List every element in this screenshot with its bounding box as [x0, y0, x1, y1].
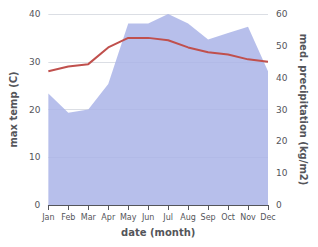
svg-text:Feb: Feb: [61, 213, 75, 222]
svg-text:10: 10: [276, 168, 288, 178]
svg-text:Apr: Apr: [101, 213, 116, 222]
svg-text:30: 30: [276, 105, 288, 115]
svg-text:max temp (C): max temp (C): [8, 71, 19, 147]
svg-text:30: 30: [29, 57, 41, 67]
svg-text:Jul: Jul: [162, 213, 173, 222]
svg-text:50: 50: [276, 41, 288, 51]
svg-text:Jan: Jan: [41, 213, 54, 222]
svg-text:0: 0: [276, 200, 282, 210]
svg-text:date (month): date (month): [121, 227, 195, 238]
svg-text:Nov: Nov: [240, 213, 256, 222]
svg-text:Mar: Mar: [81, 213, 97, 222]
svg-text:20: 20: [29, 105, 41, 115]
svg-text:40: 40: [29, 9, 41, 19]
svg-text:10: 10: [29, 152, 41, 162]
svg-text:Sep: Sep: [201, 213, 216, 222]
svg-text:40: 40: [276, 73, 288, 83]
svg-text:Aug: Aug: [180, 213, 196, 222]
svg-text:60: 60: [276, 9, 288, 19]
svg-text:May: May: [120, 213, 137, 222]
svg-text:med. precipitation (kg/m2): med. precipitation (kg/m2): [298, 34, 309, 186]
svg-text:0: 0: [35, 200, 41, 210]
svg-text:Jun: Jun: [141, 213, 155, 222]
svg-text:Oct: Oct: [221, 213, 235, 222]
svg-text:20: 20: [276, 136, 288, 146]
svg-text:Dec: Dec: [260, 213, 275, 222]
